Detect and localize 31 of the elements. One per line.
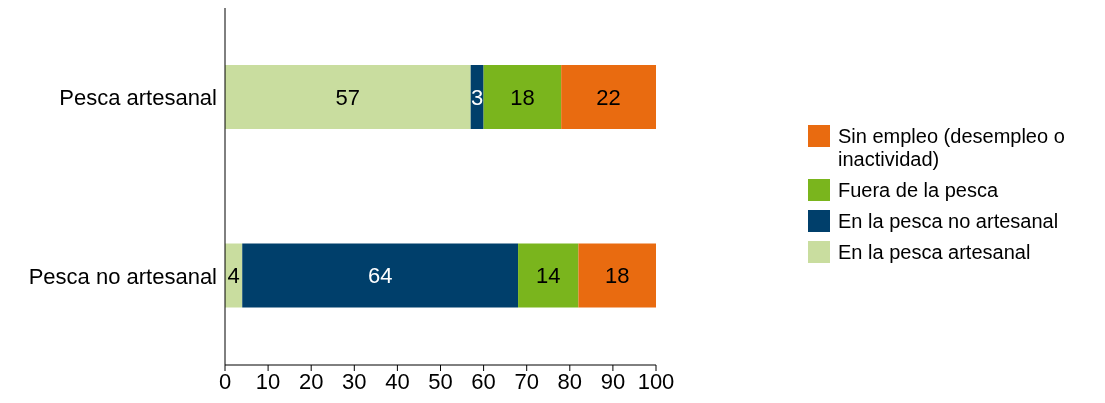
x-tick-label: 40 bbox=[385, 368, 410, 394]
legend-label: Fuera de la pesca bbox=[838, 179, 999, 202]
bar bbox=[561, 65, 656, 130]
bar bbox=[578, 243, 656, 308]
data-label: 14 bbox=[536, 263, 561, 289]
data-label: 22 bbox=[596, 84, 621, 110]
y-tick-label: Pesca no artesanal bbox=[28, 263, 217, 289]
legend-label: En la pesca no artesanal bbox=[838, 210, 1059, 233]
legend-label: En la pesca artesanal bbox=[838, 241, 1031, 264]
data-label: 57 bbox=[335, 84, 361, 110]
data-label: 4 bbox=[227, 263, 240, 289]
data-label: 3 bbox=[471, 84, 484, 110]
x-tick-label: 90 bbox=[600, 368, 626, 394]
x-tick-label: 100 bbox=[637, 368, 675, 394]
x-tick-label: 20 bbox=[298, 368, 324, 394]
bar bbox=[242, 243, 519, 308]
data-label: 64 bbox=[367, 263, 393, 289]
data-label: 18 bbox=[510, 84, 535, 110]
bar bbox=[225, 65, 471, 130]
x-tick-label: 70 bbox=[514, 368, 539, 394]
x-tick-label: 80 bbox=[557, 368, 583, 394]
y-tick-label: Pesca artesanal bbox=[59, 85, 217, 111]
x-tick-label: 10 bbox=[255, 368, 281, 394]
bar bbox=[518, 243, 579, 308]
x-tick-label: 0 bbox=[218, 368, 232, 394]
x-tick-label: 60 bbox=[471, 368, 496, 394]
x-tick-label: 30 bbox=[342, 368, 367, 394]
x-tick-label: 50 bbox=[428, 368, 453, 394]
data-label: 18 bbox=[604, 263, 630, 289]
bar bbox=[483, 65, 562, 130]
legend-label: Sin empleo (desempleo o inactividad) bbox=[838, 125, 1066, 171]
